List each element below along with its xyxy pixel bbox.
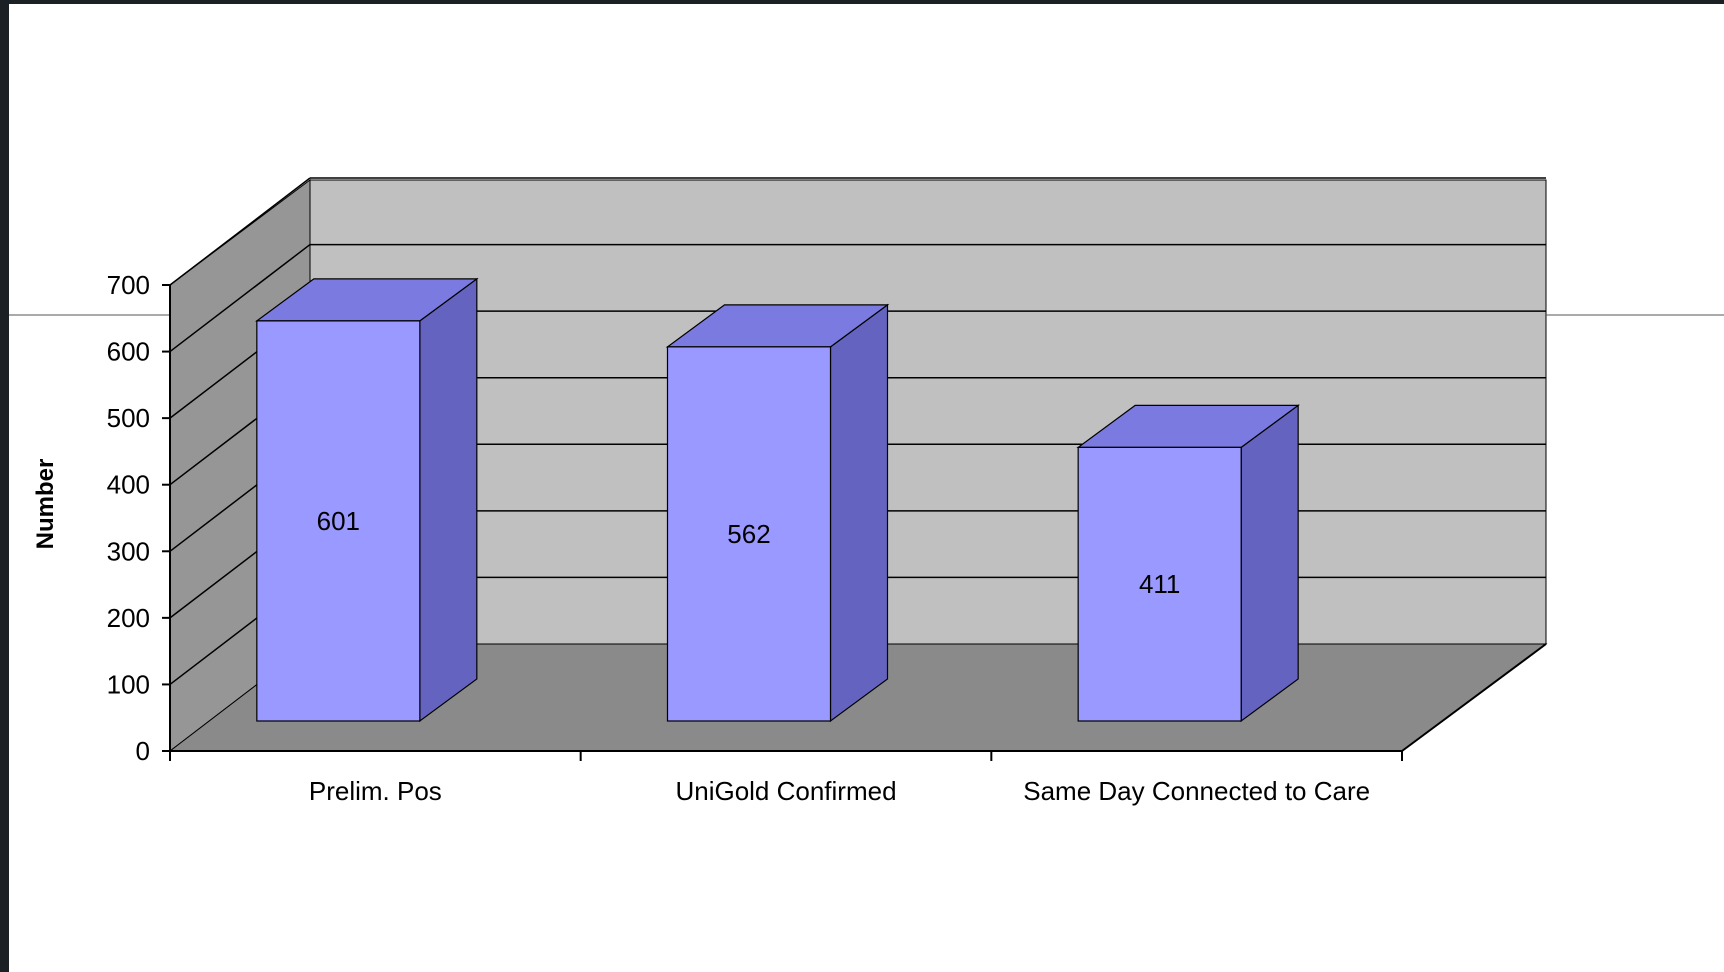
x-tick-label: Same Day Connected to Care xyxy=(1023,776,1370,806)
y-tick-label: 200 xyxy=(107,603,150,633)
x-tick-label: UniGold Confirmed xyxy=(675,776,896,806)
floor-edge xyxy=(1401,643,1547,752)
bars xyxy=(255,277,1300,723)
back-wall xyxy=(309,179,1547,645)
y-tick-label: 500 xyxy=(107,403,150,433)
bar-chart: 601 562 411 0 100 200 300 400 500 600 700 Prelim. P… xyxy=(9,177,1724,806)
bar-side xyxy=(829,303,889,723)
y-tick-label: 700 xyxy=(107,270,150,300)
labels: 601 562 411 0 100 200 300 400 500 600 700 Prelim. P… xyxy=(107,270,1370,806)
y-tick-label: 0 xyxy=(136,736,150,766)
bar-side xyxy=(419,277,478,723)
y-tick-label: 400 xyxy=(107,470,150,500)
bar xyxy=(256,320,421,722)
data-label: 601 xyxy=(317,506,360,536)
y-tick-label: 600 xyxy=(107,337,150,367)
y-tick-label: 100 xyxy=(107,669,150,699)
bar-side xyxy=(1240,404,1299,723)
gridline-side xyxy=(169,177,311,286)
y-tick-label: 300 xyxy=(107,536,150,566)
data-label: 411 xyxy=(1139,569,1180,599)
x-tick-label: Prelim. Pos xyxy=(309,776,442,806)
gridlines xyxy=(169,177,1546,686)
bar xyxy=(666,346,832,722)
data-label: 562 xyxy=(727,519,770,549)
slide-frame: 601 562 411 0 100 200 300 400 500 600 700 Prelim. P… xyxy=(9,4,1724,972)
gridline-side xyxy=(169,243,311,353)
y-axis-title: Number xyxy=(32,459,59,550)
bar xyxy=(1077,446,1242,722)
axes xyxy=(162,284,1547,761)
